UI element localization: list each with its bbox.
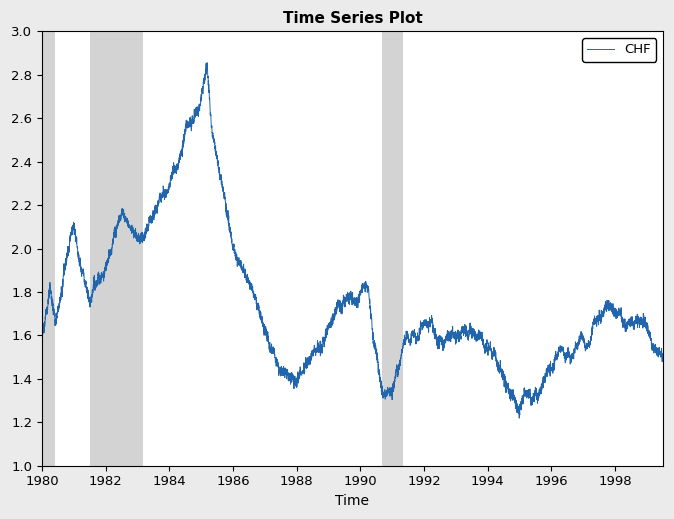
Title: Time Series Plot: Time Series Plot [282, 11, 423, 26]
CHF [154, 202, 162, 208]
X-axis label: Time: Time [336, 494, 369, 508]
Bar [90, 32, 143, 466]
CHF [561, 353, 569, 359]
Legend: CHF: CHF [582, 38, 656, 62]
Line: CHF: CHF [42, 63, 674, 418]
CHF [281, 371, 289, 377]
CHF [419, 319, 427, 325]
CHF [512, 400, 520, 406]
Bar [381, 32, 403, 466]
CHF [515, 415, 523, 421]
CHF [38, 331, 46, 337]
Bar [42, 32, 55, 466]
CHF [452, 333, 460, 339]
CHF [203, 60, 211, 66]
